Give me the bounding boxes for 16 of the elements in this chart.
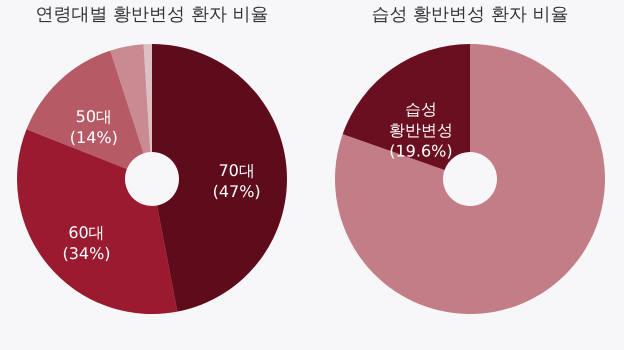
donut-slice [17,129,178,314]
chart-title: 연령대별 황반변성 환자 비율 [35,4,269,25]
slice-label: 70대 [218,161,255,180]
donut-slice [152,44,287,312]
data-label: (14%) [70,128,118,148]
donut-slice [144,44,152,152]
slice-label: 습성 황반변성 [388,100,453,140]
donut-slice [342,44,470,170]
slice-label: 60대 [68,223,105,242]
chart-title: 습성 황반변성 환자 비율 [371,4,569,25]
donut-slice [26,50,144,170]
slice-label: 50대 [76,107,112,126]
data-label: (47%) [212,182,261,201]
donut-slice [335,44,605,314]
data-label: (19.6%) [389,142,453,161]
data-label: (34%) [62,244,111,264]
